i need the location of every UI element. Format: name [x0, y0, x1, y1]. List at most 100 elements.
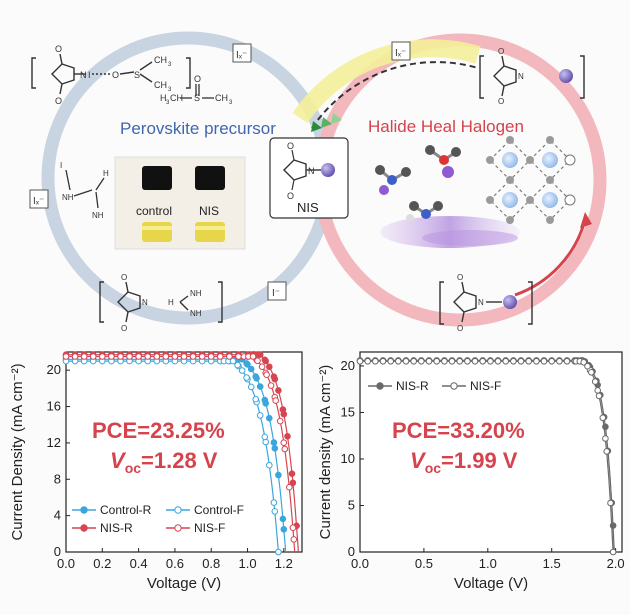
- x-tick-label: 1.0: [479, 556, 497, 571]
- data-point: [71, 353, 79, 360]
- red-arrow-curve: [514, 219, 587, 297]
- x-tick-label: 0.5: [415, 556, 433, 571]
- data-point: [556, 358, 563, 365]
- data-point: [288, 470, 296, 477]
- data-point: [533, 358, 540, 365]
- data-point: [226, 353, 233, 360]
- y-tick-label: 16: [47, 399, 61, 414]
- data-point: [594, 387, 602, 394]
- svg-text:O: O: [194, 74, 201, 84]
- x-tick-label: 0.0: [57, 556, 75, 571]
- data-point: [153, 353, 161, 360]
- green-chevron-2: [321, 117, 332, 128]
- data-point: [525, 358, 532, 365]
- perovskite-lattice: [486, 136, 576, 224]
- data-point: [256, 383, 264, 390]
- svg-text:H: H: [168, 298, 174, 307]
- data-point: [207, 353, 215, 360]
- legend-label: NIS-R: [100, 521, 133, 535]
- data-point: [395, 358, 402, 365]
- legend-marker: [80, 524, 88, 532]
- data-point: [80, 353, 88, 360]
- data-point: [261, 433, 269, 441]
- legend-marker: [174, 524, 182, 532]
- data-point: [162, 353, 170, 360]
- x-tick-label: 0.0: [351, 556, 369, 571]
- svg-text:O: O: [457, 273, 463, 282]
- data-point: [189, 353, 197, 360]
- plot-frame: [359, 351, 623, 553]
- data-point: [584, 362, 591, 370]
- data-point: [540, 358, 548, 365]
- ion-box-1: Iₓ⁻: [232, 43, 252, 63]
- data-point: [487, 358, 494, 365]
- data-point: [261, 356, 269, 364]
- data-point: [272, 397, 280, 404]
- data-point: [229, 357, 237, 365]
- nis-bottom: [439, 281, 533, 325]
- green-chevron-3: [331, 113, 342, 124]
- data-point: [510, 358, 517, 365]
- data-point: [266, 414, 273, 422]
- data-point: [286, 483, 293, 491]
- legend-label: NIS-R: [396, 379, 429, 393]
- data-point: [441, 358, 448, 365]
- x-tick-label: 1.0: [238, 556, 256, 571]
- data-point: [180, 353, 188, 360]
- nis-dmso-complex: [31, 53, 191, 95]
- yellow-arc: [292, 39, 481, 124]
- x-tick-label: 2.0: [607, 556, 625, 571]
- legend-marker: [376, 382, 384, 390]
- data-point: [410, 358, 417, 365]
- data-point: [591, 378, 599, 385]
- data-point: [372, 358, 379, 365]
- svg-text:CH: CH: [215, 93, 228, 103]
- data-point: [271, 445, 279, 452]
- dmso-labels: H 3 CH O S CH 3: [160, 74, 233, 106]
- y-tick-label: 0: [54, 544, 61, 559]
- data-point: [563, 358, 571, 365]
- data-point: [471, 358, 479, 365]
- iodine-atom-1: [559, 69, 573, 83]
- green-chevron-1: [311, 121, 322, 132]
- svg-text:3: 3: [166, 100, 170, 106]
- vial-label-nis: NIS: [199, 204, 219, 218]
- x-tick-label: 0.4: [130, 556, 148, 571]
- data-point: [270, 439, 278, 446]
- legend-label: Control-R: [100, 503, 152, 517]
- voc-annotation: Voc=1.28 V: [110, 448, 218, 476]
- data-point: [89, 353, 97, 360]
- svg-text:N: N: [518, 72, 524, 81]
- y-tick-label: 15: [341, 404, 355, 419]
- data-point: [261, 396, 269, 404]
- data-point: [108, 353, 115, 360]
- iodine-atom-2: [503, 295, 517, 309]
- data-point: [171, 353, 179, 360]
- data-point: [217, 353, 224, 360]
- svg-text:NH: NH: [190, 289, 202, 298]
- y-tick-label: 8: [54, 471, 61, 486]
- data-point: [235, 353, 242, 360]
- red-arrow-head: [580, 212, 592, 228]
- data-point: [99, 353, 106, 360]
- data-point: [290, 536, 298, 543]
- chart-left: 0.0 0.2 0.4 0.6 0.8 1.0 1.2 0 4 8 12 16 20 Voltage (V…: [9, 351, 303, 592]
- legend-label: Control-F: [194, 503, 244, 517]
- svg-text:O: O: [287, 191, 294, 201]
- svg-text:Iₓ⁻: Iₓ⁻: [395, 48, 406, 59]
- schematic: Perovskite precursor Halide Heal Halogen…: [29, 31, 607, 333]
- svg-text:O: O: [287, 141, 294, 151]
- data-point: [433, 358, 440, 365]
- x-axis-label: Voltage (V): [147, 575, 221, 592]
- svg-text:N: N: [308, 166, 315, 176]
- fa-labels: I NH H NH: [60, 161, 109, 220]
- data-point: [280, 526, 288, 533]
- pce-annotation: PCE=33.20%: [392, 418, 525, 443]
- succinimide-fa-pair: [99, 281, 223, 323]
- molecule-3d-cluster: [375, 145, 461, 222]
- data-point: [603, 448, 611, 455]
- data-point: [249, 353, 257, 360]
- svg-text:O: O: [457, 324, 463, 333]
- data-point: [275, 548, 282, 556]
